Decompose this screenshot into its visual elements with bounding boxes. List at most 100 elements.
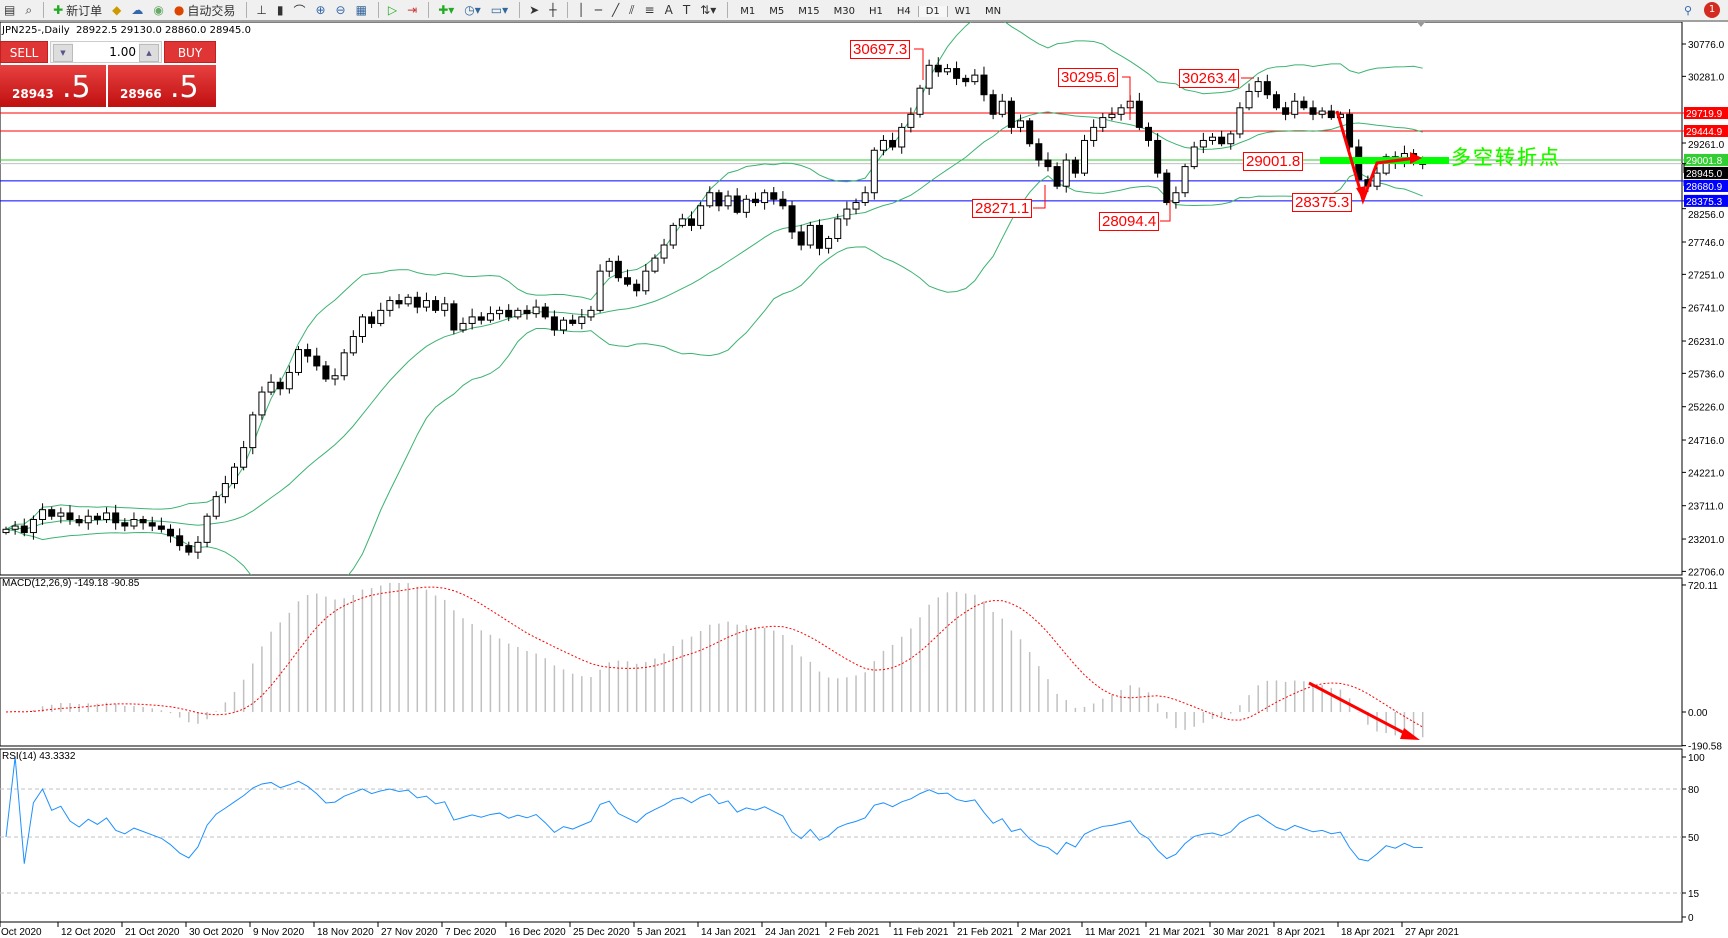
candle-bull — [651, 257, 659, 272]
zoom-out-icon[interactable]: ⊖ — [335, 3, 346, 17]
toolbar-divider — [246, 2, 248, 18]
line-chart-icon[interactable]: ⌒ — [293, 3, 306, 18]
fibonacci-icon[interactable]: ≡ — [644, 3, 655, 17]
equidistant-channel-icon[interactable]: ⫽ — [629, 2, 635, 17]
price-axis-label: 24221.0 — [1688, 468, 1725, 479]
signals-icon[interactable]: ◉ — [153, 3, 164, 17]
zoom-search-icon[interactable]: ⌕ — [25, 2, 33, 17]
candle-bull — [916, 87, 924, 115]
candle-bull — [669, 224, 677, 246]
candle-bear — [541, 306, 549, 318]
candle-bear — [688, 218, 695, 226]
periods-icon[interactable]: ◷▾ — [464, 3, 481, 17]
indicators-icon[interactable]: ✚▾ — [438, 3, 455, 17]
candle-bear — [157, 525, 165, 530]
search-icon[interactable]: ⚲ — [1683, 3, 1692, 17]
candle-bull — [1062, 159, 1070, 187]
buy-button[interactable]: BUY — [164, 41, 216, 63]
date-axis-label: 30 Oct 2020 — [189, 927, 244, 938]
metaeditor-icon[interactable]: ◆ — [112, 3, 122, 17]
history-icon[interactable]: ☁ — [131, 3, 144, 17]
candle-bear — [167, 528, 175, 537]
date-axis-label: 27 Nov 2020 — [381, 927, 438, 938]
text-label-icon[interactable]: T — [682, 3, 691, 17]
lot-decrease-icon[interactable]: ▼ — [53, 44, 73, 62]
candle-bull — [377, 309, 385, 324]
price-tag-bg — [1684, 124, 1728, 137]
price-axis-label: 26231.0 — [1688, 337, 1725, 348]
timeframe-m30[interactable]: M30 — [833, 5, 855, 17]
notification-badge[interactable]: 1 — [1704, 2, 1720, 18]
rsi-line — [5, 756, 1423, 864]
candle-bull — [340, 352, 348, 377]
navigator-icon[interactable]: ▤ — [4, 3, 16, 17]
vertical-line-icon[interactable]: │ — [577, 3, 585, 17]
candle-bear — [751, 198, 759, 204]
timeframe-m1[interactable]: M1 — [740, 5, 756, 17]
autoscroll-icon[interactable]: ⇥ — [407, 3, 418, 17]
pivot-text-label[interactable]: 多空转折点 — [1451, 145, 1561, 169]
candle-bear — [980, 74, 988, 96]
candle-bear — [1145, 126, 1152, 141]
templates-icon[interactable]: ▭▾ — [490, 3, 509, 17]
horizontal-line-icon[interactable]: ─ — [594, 3, 602, 17]
tile-windows-icon[interactable]: ▦ — [355, 3, 367, 17]
annotation-low-1[interactable]: 28271.1 — [972, 199, 1033, 218]
annotation-connector — [1122, 76, 1131, 120]
candle-bear — [1263, 81, 1271, 96]
annotation-low-2[interactable]: 28094.4 — [1099, 212, 1160, 231]
rsi-axis-label: 15 — [1688, 889, 1700, 900]
candle-bear — [505, 309, 513, 318]
macd-axis-label: 720.11 — [1688, 581, 1718, 592]
lot-size-input[interactable]: 1.00 — [73, 42, 139, 62]
price-tag-bg — [1684, 107, 1728, 120]
macd-pane-frame — [0, 577, 1683, 747]
timeframe-h1[interactable]: H1 — [868, 5, 883, 17]
trendline-icon[interactable]: ╱ — [611, 3, 620, 17]
annotation-low-3[interactable]: 28375.3 — [1292, 193, 1353, 212]
candle-bear — [20, 525, 28, 534]
candle-bull — [907, 113, 915, 128]
timeframe-m5[interactable]: M5 — [769, 5, 785, 17]
toolbar-right: ⚲ 1 — [1684, 0, 1720, 20]
chart-shift-icon[interactable]: ▷ — [387, 3, 398, 17]
new-order-button[interactable]: ✚ 新订单 — [49, 1, 106, 19]
annotation-high-2[interactable]: 30295.6 — [1058, 68, 1119, 87]
sell-price-button[interactable]: 28943 .5 — [0, 65, 106, 107]
candle-bear — [797, 231, 805, 246]
annotation-high-1[interactable]: 30697.3 — [850, 40, 911, 59]
lot-increase-icon[interactable]: ▲ — [139, 44, 159, 62]
cursor-icon[interactable]: ➤ — [529, 3, 540, 17]
price-tag-28375.3: 28375.3 — [1686, 197, 1723, 208]
buy-price-button[interactable]: 28966 .5 — [108, 65, 216, 107]
candle-bear — [176, 535, 184, 547]
timeframe-mn[interactable]: MN — [985, 5, 1002, 17]
timeframe-w1[interactable]: W1 — [954, 5, 972, 17]
chart-shift-marker-icon — [1417, 22, 1425, 27]
annotation-pivot-level[interactable]: 29001.8 — [1243, 152, 1304, 171]
crosshair-icon[interactable]: ┼ — [549, 3, 557, 17]
timeframe-m15[interactable]: M15 — [798, 5, 820, 17]
candlestick-icon[interactable]: ▮ — [276, 3, 284, 17]
date-axis-label: 11 Mar 2021 — [1085, 927, 1141, 938]
candle-bear — [313, 355, 321, 367]
candle-bull — [486, 313, 494, 321]
auto-trading-button[interactable]: ● 自动交易 — [170, 1, 240, 19]
candle-bull — [1236, 107, 1244, 135]
candle-bear — [304, 349, 312, 357]
chart-canvas[interactable]: 30776.0 30281.0 29719.9 29444.9 29261.0 29001… — [0, 22, 1728, 938]
annotation-high-3[interactable]: 30263.4 — [1179, 69, 1240, 88]
timeframe-d1[interactable]: D1 — [917, 5, 948, 17]
lot-size-stepper[interactable]: ▼ 1.00 ▲ — [50, 41, 162, 63]
candle-bear — [1026, 120, 1034, 145]
timeframe-h4[interactable]: H4 — [896, 5, 911, 17]
arrows-icon[interactable]: ⇅▾ — [700, 3, 717, 17]
zoom-in-icon[interactable]: ⊕ — [315, 3, 326, 17]
bollinger-upper-band — [5, 22, 1423, 530]
candle-bear — [450, 303, 458, 331]
bar-chart-icon[interactable]: ⊥ — [256, 3, 267, 17]
text-icon[interactable]: A — [664, 3, 673, 17]
sell-button[interactable]: SELL — [0, 41, 48, 63]
main-pane-frame — [0, 22, 1683, 576]
date-axis-label: 21 Oct 2020 — [125, 927, 180, 938]
